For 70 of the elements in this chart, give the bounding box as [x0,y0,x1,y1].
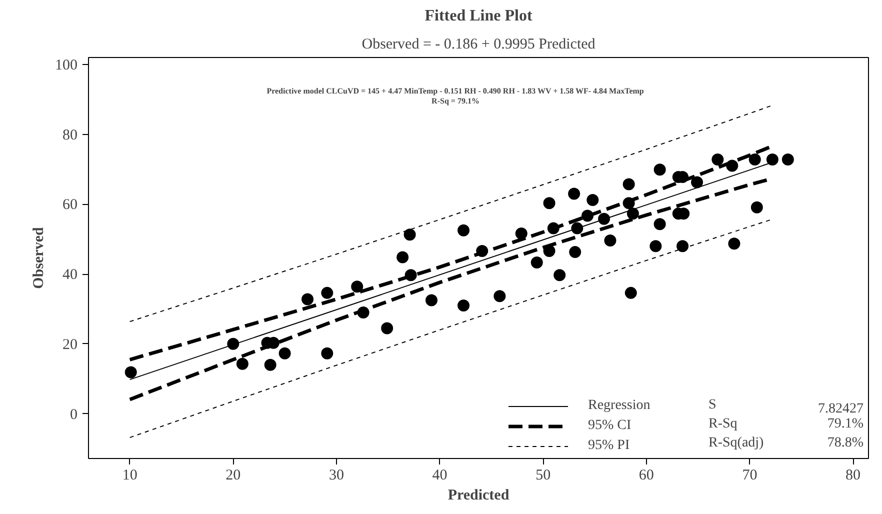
annotation: R-Sq(adj) [708,436,764,450]
point [650,240,662,252]
point [278,347,291,360]
point [302,293,314,306]
point [568,188,580,200]
line-series [128,145,772,362]
point [404,228,416,241]
point [654,218,666,230]
legend-label: Regression [588,398,650,414]
y-axis-title: Observed [31,226,47,289]
annotation: S [708,398,716,412]
y-tick-label: 80 [62,127,78,144]
annotation: Predictive model CLCuVD = 145 + 4.47 MinTemp - 0.151 RH - 0.490 RH - 1.83 WV + 1.58 WF- 4.84 MaxTemp [266,86,644,96]
point [543,197,556,210]
legend-label: 95% CI [588,418,632,434]
annotation: R-Sq [708,416,738,432]
point [425,294,438,306]
x-tick-label: 70 [742,468,758,484]
point [691,176,704,188]
annotation: 78.8% [827,436,864,450]
chart-subtitle: Observed = - 0.186 + 0.9995 Predicted [362,36,596,52]
point [728,238,740,250]
point [622,178,635,190]
x-tick-label: 30 [328,468,344,484]
point [458,300,470,312]
point [554,269,566,282]
point [676,240,689,252]
point [626,208,639,220]
legend-label: 95% PI [588,438,630,454]
y-tick-label: 40 [62,267,78,284]
annotation: R-Sq = 79.1% [432,96,480,106]
point [351,280,364,293]
point [624,286,637,299]
point [598,212,610,225]
point [782,154,794,166]
point [321,286,334,299]
x-tick-label: 60 [638,468,654,484]
point [748,154,761,166]
point [712,154,724,166]
point [458,224,470,236]
point [766,154,778,166]
x-tick-label: 80 [846,468,861,484]
x-tick-label: 10 [122,468,138,484]
point [604,234,616,247]
y-tick-label: 20 [62,336,78,353]
y-tick-label: 0 [70,406,78,423]
x-tick-label: 50 [536,468,551,484]
x-tick-label: 40 [432,468,448,484]
point [586,194,599,206]
annotation: 79.1% [827,416,864,432]
x-tick-label: 20 [226,468,241,484]
line-series [129,219,771,438]
point [321,347,334,360]
point [530,256,543,269]
x-axis-title: Predicted [448,488,510,504]
point [569,246,582,258]
annotation: 7.82427 [818,402,864,416]
point [396,251,409,264]
point [654,164,666,176]
line-series [129,106,771,322]
point [515,228,528,240]
y-tick-label: 60 [62,197,78,214]
point [381,322,394,334]
point [264,358,276,371]
point [124,366,137,378]
y-tick-label: 100 [55,57,78,74]
point [236,358,248,370]
chart-title: Fitted Line Plot [424,8,533,24]
point [750,201,763,214]
point [494,290,506,302]
